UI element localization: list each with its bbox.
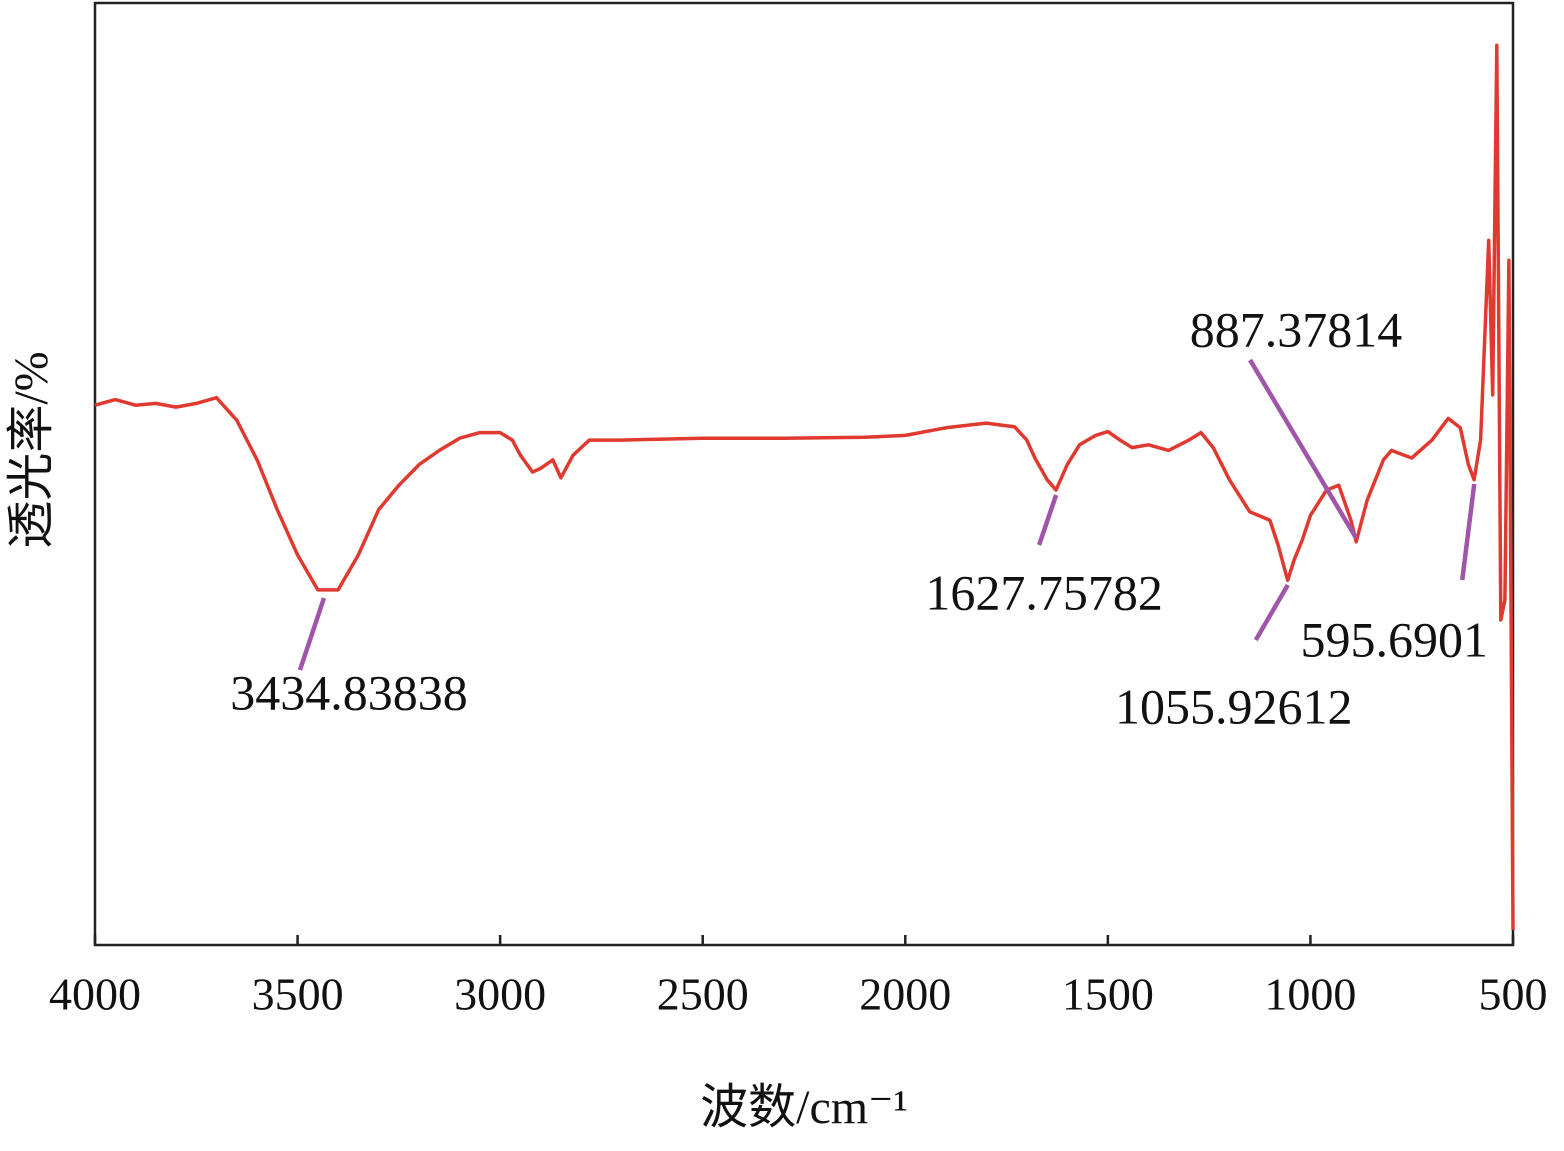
annotation-leader — [1253, 583, 1290, 642]
x-tick-label: 1500 — [1062, 969, 1154, 1020]
x-tick-label: 500 — [1479, 969, 1548, 1020]
y-axis-label: 透光率/% — [5, 351, 58, 548]
x-tick-label: 4000 — [49, 969, 141, 1020]
annotation-label: 1055.92612 — [1115, 678, 1353, 734]
plot-frame — [93, 1, 1515, 947]
annotation-leader — [297, 597, 327, 671]
x-tick-label: 2000 — [859, 969, 951, 1020]
annotation-leader — [1036, 494, 1059, 546]
annotation-leader — [1459, 483, 1477, 581]
spectrum-line — [94, 43, 1515, 930]
annotation-label: 1627.75782 — [925, 564, 1163, 620]
x-axis-label: 波数/cm⁻¹ — [700, 1081, 908, 1134]
x-tick-label: 3500 — [252, 969, 344, 1020]
x-tick-label: 2500 — [657, 969, 749, 1020]
annotation-label: 3434.83838 — [230, 664, 468, 720]
x-tick-label: 3000 — [454, 969, 546, 1020]
annotation-label: 595.6901 — [1300, 611, 1488, 667]
annotation-leader — [1248, 358, 1358, 540]
x-tick-label: 1000 — [1264, 969, 1356, 1020]
annotation-label: 887.37814 — [1190, 301, 1403, 357]
